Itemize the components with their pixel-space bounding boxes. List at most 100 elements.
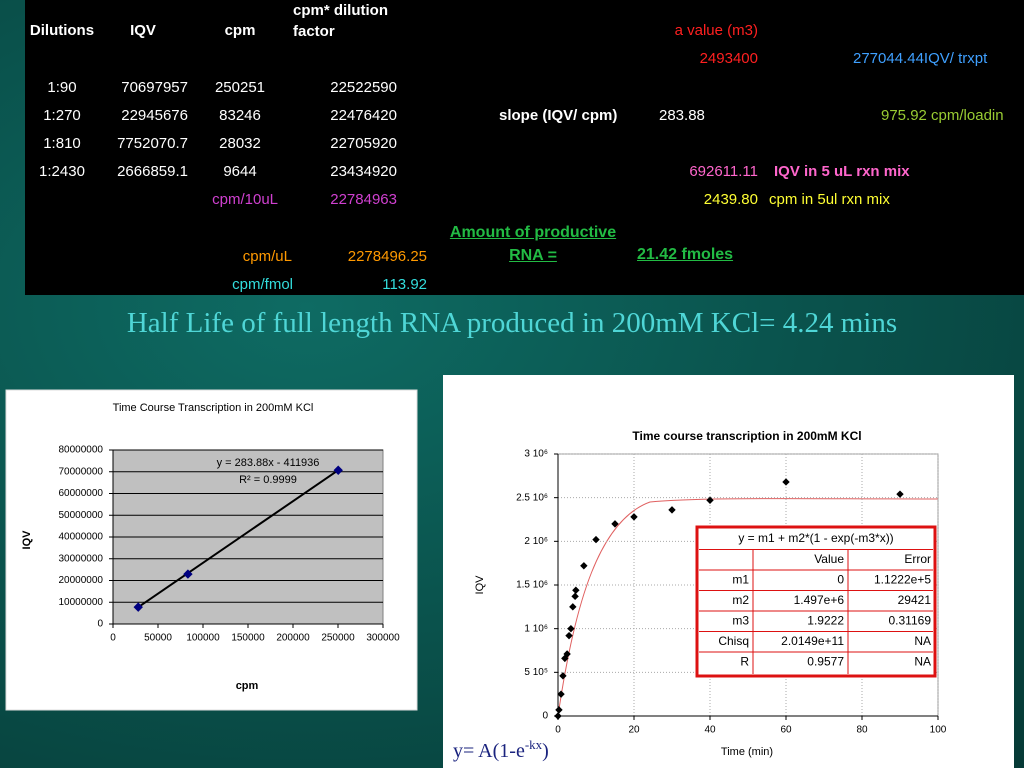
formula-close: ) [542,740,549,762]
label: cpm/fmol [232,276,293,293]
data-point [571,592,579,601]
cell: 2666859.1 [117,163,188,180]
table-cell: 29421 [898,593,932,607]
label: slope (IQV/ cpm) [499,107,618,124]
y-tick-label: 3 10⁶ [524,449,548,460]
label: cpm/10uL [212,191,278,208]
table-cell: 2.0149e+11 [781,634,844,648]
fit-curve [557,498,939,717]
x-tick-label: 80 [856,725,868,736]
cell: 23434920 [330,163,397,180]
data-point [569,603,577,611]
table-cell: Chisq [718,634,749,648]
cell: 83246 [219,107,261,124]
label: Amount of productive RNA = [449,224,617,264]
y-axis-label: IQV [21,530,33,550]
x-tick-label: 0 [110,633,116,644]
spreadsheet: Dilutions IQV cpm cpm* dilution factor 1:90 7… [25,0,1024,295]
header: cpm [224,22,256,39]
cell: 7752070.7 [117,135,188,152]
y-tick-label: 1 10⁶ [524,623,548,634]
cell: 1:810 [43,135,81,152]
data-point [706,496,714,504]
data-point [580,562,588,570]
cell: 250251 [214,79,266,96]
data-point [896,490,904,498]
label: cpm/uL [242,248,292,265]
cell: 22476420 [330,107,397,124]
data-point [133,602,143,612]
value: 22784963 [330,191,397,208]
cell: 28032 [219,135,261,152]
x-tick-label: 100000 [186,633,220,644]
table-cell: 0 [837,572,844,586]
x-tick-label: 20 [628,725,640,736]
chart-title: Time course transcription in 200mM KCl [632,429,861,443]
x-tick-label: 150000 [231,633,265,644]
data-point [630,513,638,521]
table-cell: NA [914,634,931,648]
y-tick-label: 5 10⁵ [524,667,548,678]
data-point [557,690,565,698]
value: 975.92 cpm/loadin [881,107,1004,124]
annotation: y = 283.88x - 411936 [217,457,320,469]
header: Dilutions [29,22,95,39]
y-tick-label: 50000000 [59,510,104,521]
annotation: R² = 0.9999 [239,474,297,486]
cell: 22705920 [330,135,397,152]
data-point [592,535,600,544]
column-header: Error [904,552,931,566]
formula: y= A(1-e-kx) [453,737,549,762]
value: 2493400 [699,50,758,67]
headline: Half Life of full length RNA produced in… [126,307,898,339]
value: 692611.11 [689,163,758,180]
x-tick-label: 0 [555,725,561,736]
formula-exponent: -kx [525,737,543,752]
y-tick-label: 40000000 [59,532,104,543]
data-point [333,465,343,475]
y-tick-label: 2.5 10⁶ [516,492,548,503]
data-point [572,586,580,594]
table-cell: R [740,654,749,668]
table-cell: 1.1222e+5 [874,572,931,586]
table-cell: m1 [732,572,749,586]
value: 283.88 [659,107,705,124]
value: 2278496.25 [347,248,427,265]
data-point [559,672,567,680]
cell: 22945676 [121,107,188,124]
y-tick-label: 1.5 10⁶ [516,580,548,591]
y-tick-label: 0 [542,711,548,722]
x-tick-label: 200000 [276,633,310,644]
value: 2439.80 [703,191,758,208]
y-tick-label: 70000000 [59,466,104,477]
x-axis-label: cpm [236,680,259,692]
data-point [611,520,619,528]
data-point [555,706,563,714]
table-cell: 1.9222 [807,613,844,627]
table-cell: m2 [732,593,749,607]
data-point [567,624,575,633]
y-tick-label: 20000000 [59,575,104,586]
cell: 9644 [223,163,257,180]
value: 21.42 fmoles [637,246,734,263]
x-axis-label: Time (min) [721,746,773,758]
x-tick-label: 50000 [144,633,172,644]
cell: 22522590 [330,79,397,96]
trendline [137,469,339,608]
table-cell: NA [914,654,931,668]
y-tick-label: 0 [97,619,103,630]
y-tick-label: 10000000 [59,597,104,608]
table-cell: 0.31169 [889,613,932,627]
x-tick-label: 300000 [366,633,400,644]
x-tick-label: 40 [704,725,716,736]
label: IQV in 5 uL rxn mix [774,163,910,180]
header: IQV [130,22,156,39]
y-axis-label: IQV [474,575,486,595]
value: 277044.44IQV/ trxpt [853,50,988,67]
label: cpm in 5ul rxn mix [769,191,890,208]
table-cell: 1.497e+6 [794,593,845,607]
label: a value (m3) [674,22,758,39]
formula-base: y= A(1-e [453,740,525,762]
